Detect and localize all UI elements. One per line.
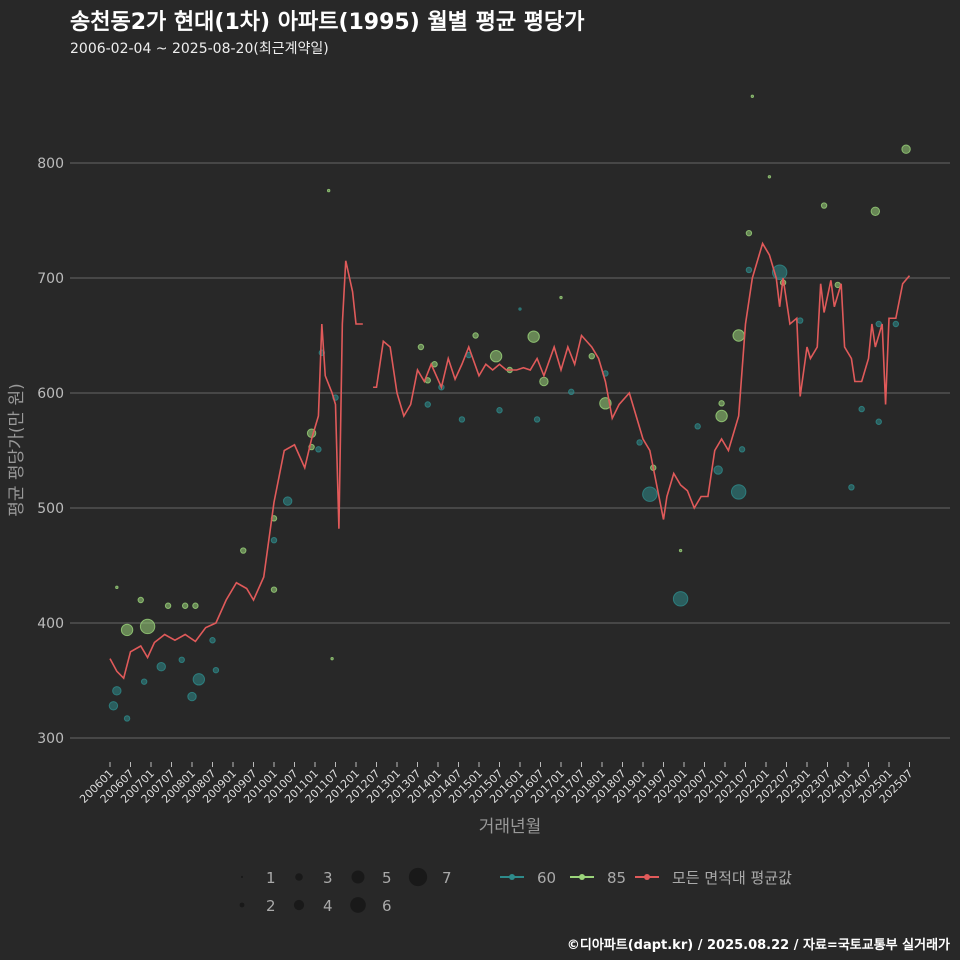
scatter-point-85 <box>137 596 144 604</box>
scatter-point-85 <box>527 330 540 343</box>
scatter-point-60 <box>892 320 900 328</box>
legend-size-label: 5 <box>382 869 392 887</box>
scatter-point-85 <box>330 656 334 661</box>
chart-subtitle: 2006-02-04 ~ 2025-08-20(최근계약일) <box>70 41 329 57</box>
legend-size-swatch <box>239 902 245 908</box>
scatter-point-60 <box>496 407 503 414</box>
scatter-point-60 <box>156 662 166 672</box>
scatter-point-85 <box>870 206 881 217</box>
scatter-point-60 <box>713 465 723 475</box>
scatter-point-60 <box>282 496 293 506</box>
scatter-point-60 <box>270 537 278 544</box>
y-tick-label: 700 <box>37 271 64 287</box>
scatter-point-85 <box>120 623 134 637</box>
scatter-point-60 <box>108 701 119 711</box>
legend-size-label: 1 <box>266 869 276 887</box>
scatter-point-85 <box>164 602 172 609</box>
scatter-point-85 <box>732 329 745 342</box>
legend-size-label: 4 <box>323 897 333 915</box>
footer-credit: ©디아파트(dapt.kr) / 2025.08.22 / 자료=국토교통부 실… <box>566 938 950 953</box>
scatter-point-60 <box>875 418 882 425</box>
legend-size-swatch <box>351 870 365 884</box>
y-tick-label: 800 <box>37 156 64 172</box>
scatter-point-85 <box>192 602 199 609</box>
scatter-point-85 <box>472 332 479 339</box>
legend-size-swatch <box>295 873 303 881</box>
legend-size-label: 6 <box>382 897 392 915</box>
avg-line-segment <box>373 241 911 520</box>
scatter-point-85 <box>820 202 828 209</box>
scatter-point-60 <box>642 486 658 502</box>
scatter-point-85 <box>115 585 119 590</box>
scatter-point-60 <box>875 320 882 328</box>
legend-size-swatch <box>408 867 428 887</box>
legend-series-dot <box>509 874 515 880</box>
scatter-point-85 <box>715 409 728 423</box>
x-axis-title: 거래년월 <box>479 817 542 837</box>
scatter-point-85 <box>745 229 753 237</box>
scatter-point-85 <box>326 188 331 193</box>
scatter-point-85 <box>417 343 425 351</box>
legend-series-label: 85 <box>607 869 626 887</box>
scatter-point-60 <box>694 423 701 430</box>
scatter-point-60 <box>458 416 466 423</box>
scatter-point-60 <box>636 439 643 446</box>
scatter-point-85 <box>678 548 683 553</box>
legend-series-dot <box>579 874 585 880</box>
legend-series-dot <box>644 874 650 880</box>
y-tick-label: 600 <box>37 386 64 402</box>
scatter-point-85 <box>139 618 156 635</box>
scatter-point-85 <box>901 144 911 154</box>
legend-size-swatch <box>350 897 366 913</box>
legend-size-label: 2 <box>266 897 276 915</box>
y-tick-label: 300 <box>37 731 64 747</box>
y-tick-label: 500 <box>37 501 64 517</box>
scatter-point-60 <box>738 446 746 453</box>
scatter-point-60 <box>518 307 522 311</box>
scatter-point-85 <box>489 350 503 363</box>
scatter-point-60 <box>848 484 855 491</box>
scatter-point-60 <box>568 388 575 396</box>
scatter-point-85 <box>181 602 189 609</box>
scatter-point-60 <box>123 715 131 722</box>
scatter-point-85 <box>750 94 755 99</box>
scatter-point-60 <box>796 317 804 324</box>
scatter-point-60 <box>187 691 197 702</box>
scatter-point-60 <box>192 673 206 686</box>
scatter-point-60 <box>745 266 753 274</box>
scatter-point-60 <box>533 416 541 423</box>
scatter-point-85 <box>718 400 725 407</box>
scatter-point-60 <box>730 484 747 500</box>
scatter-point-60 <box>140 678 148 685</box>
scatter-point-60 <box>178 656 185 663</box>
legend-size-swatch <box>240 875 244 879</box>
scatter-point-85 <box>588 353 595 360</box>
chart-title: 송천동2가 현대(1차) 아파트(1995) 월별 평균 평당가 <box>70 10 585 35</box>
scatter-point-85 <box>539 376 549 387</box>
scatter-point-60 <box>209 637 216 644</box>
legend-size-label: 7 <box>442 869 452 887</box>
scatter-point-60 <box>112 686 122 696</box>
scatter-point-85 <box>270 586 278 593</box>
scatter-point-60 <box>858 405 865 413</box>
scatter-point-85 <box>559 295 563 300</box>
legend-size-swatch <box>293 899 305 911</box>
scatter-point-60 <box>212 666 220 674</box>
scatter-point-85 <box>240 547 247 554</box>
legend-series-label: 모든 면적대 평균값 <box>672 869 792 887</box>
scatter-point-60 <box>424 401 431 408</box>
scatter-point-60 <box>672 591 689 607</box>
legend-series-label: 60 <box>537 869 556 887</box>
y-tick-label: 400 <box>37 616 64 632</box>
scatter-point-60 <box>315 446 322 453</box>
y-axis-title: 평균 평당가(만 원) <box>7 383 27 517</box>
scatter-point-85 <box>767 175 772 179</box>
avg-line-segment <box>109 260 363 680</box>
legend-size-label: 3 <box>323 869 333 887</box>
